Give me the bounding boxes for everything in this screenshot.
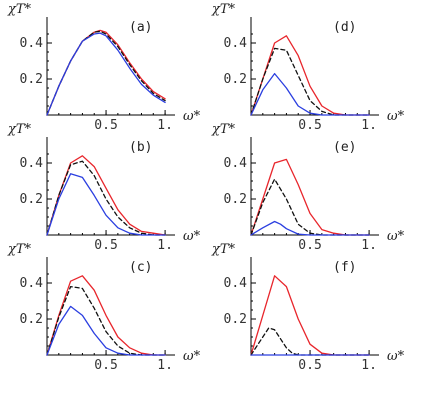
y-tick-label: 0.4 (224, 276, 248, 291)
y-tick-label: 0.2 (20, 312, 43, 327)
y-tick-label: 0.2 (20, 192, 43, 207)
x-tick-label: 1. (361, 238, 377, 253)
series-red-line (250, 35, 370, 116)
x-tick-label: 1. (361, 358, 377, 373)
y-tick-label: 0.4 (20, 156, 44, 171)
y-tick-label: 0.4 (224, 36, 248, 51)
series-red-line (250, 275, 370, 356)
y-tick-label: 0.4 (20, 36, 44, 51)
y-axis-label: χT* (7, 122, 32, 137)
panel-c: 0.5 1. 0.2 0.4 χT* ω* (c) (7, 242, 201, 373)
panel-label: (d) (333, 20, 356, 35)
x-tick-label: 0.5 (94, 358, 117, 373)
series-red-line (46, 155, 166, 236)
series-black-dashed-line (250, 178, 370, 236)
series-blue-line (250, 220, 370, 236)
panel-b: 0.5 1. 0.2 0.4 χT* ω* (b) (7, 122, 201, 253)
panel-a: 0.5 1. 0.2 0.4 χT* ω* (a) (7, 2, 201, 133)
x-tick-label: 0.5 (298, 358, 321, 373)
x-axis-label: ω* (387, 349, 405, 364)
y-tick-label: 0.4 (20, 276, 44, 291)
series-blue-line (46, 173, 166, 236)
panel-f: 0.5 1. 0.2 0.4 χT* ω* (f) (211, 242, 405, 373)
y-tick-label: 0.2 (20, 72, 43, 87)
x-tick-label: 0.5 (94, 118, 117, 133)
x-axis-label: ω* (387, 229, 405, 244)
x-axis-label: ω* (387, 109, 405, 124)
panel-label: (e) (333, 140, 356, 155)
panel-label: (f) (333, 260, 356, 275)
panel-label: (a) (129, 20, 152, 35)
series-black-dashed-line (46, 160, 166, 236)
x-axis-label: ω* (183, 109, 201, 124)
y-axis-label: χT* (211, 242, 236, 257)
x-tick-label: 1. (157, 118, 173, 133)
series-blue-line (46, 305, 166, 356)
y-tick-label: 0.2 (224, 192, 247, 207)
y-axis-label: χT* (7, 242, 32, 257)
x-axis-label: ω* (183, 229, 201, 244)
x-tick-label: 0.5 (298, 238, 321, 253)
y-tick-label: 0.2 (224, 72, 247, 87)
x-tick-label: 1. (157, 238, 173, 253)
x-axis-label: ω* (183, 349, 201, 364)
y-tick-label: 0.4 (224, 156, 248, 171)
x-tick-label: 0.5 (298, 118, 321, 133)
panel-label: (b) (129, 140, 152, 155)
series-red-line (250, 158, 370, 236)
series-blue-line (46, 32, 166, 116)
x-tick-label: 0.5 (94, 238, 117, 253)
y-axis-label: χT* (211, 122, 236, 137)
panel-e: 0.5 1. 0.2 0.4 χT* ω* (e) (211, 122, 405, 253)
series-red-line (46, 275, 166, 356)
series-blue-line (250, 72, 370, 116)
y-axis-label: χT* (7, 2, 32, 17)
y-tick-label: 0.2 (224, 312, 247, 327)
x-tick-label: 1. (157, 358, 173, 373)
series-black-dashed-line (46, 30, 166, 116)
panel-d: 0.5 1. 0.2 0.4 χT* ω* (d) (211, 2, 405, 133)
panel-label: (c) (129, 260, 152, 275)
x-tick-label: 1. (361, 118, 377, 133)
y-axis-label: χT* (211, 2, 236, 17)
